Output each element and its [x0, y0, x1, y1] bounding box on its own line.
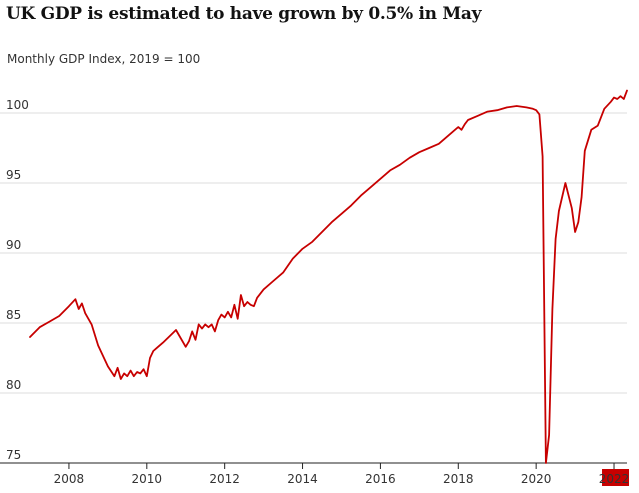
x-tick-label: 2008: [54, 472, 85, 486]
y-tick-label: 85: [6, 308, 21, 322]
y-tick-label: 75: [6, 448, 21, 462]
y-tick-label: 95: [6, 168, 21, 182]
gdp-series-line: [29, 89, 628, 464]
x-tick-highlight: [602, 469, 630, 486]
x-tick-label: 2016: [365, 472, 396, 486]
y-tick-label: 100: [6, 98, 29, 112]
x-tick-label: 2018: [443, 472, 474, 486]
x-tick-label: 2010: [132, 472, 163, 486]
chart-title: UK GDP is estimated to have grown by 0.5…: [6, 4, 482, 24]
x-tick-label: 2012: [209, 472, 240, 486]
y-tick-label: 80: [6, 378, 21, 392]
x-tick-label: 2020: [521, 472, 552, 486]
x-tick-label: 2022: [599, 472, 630, 486]
chart-subtitle: Monthly GDP Index, 2019 = 100: [7, 52, 201, 66]
x-tick-label: 2014: [287, 472, 318, 486]
y-tick-label: 90: [6, 238, 21, 252]
